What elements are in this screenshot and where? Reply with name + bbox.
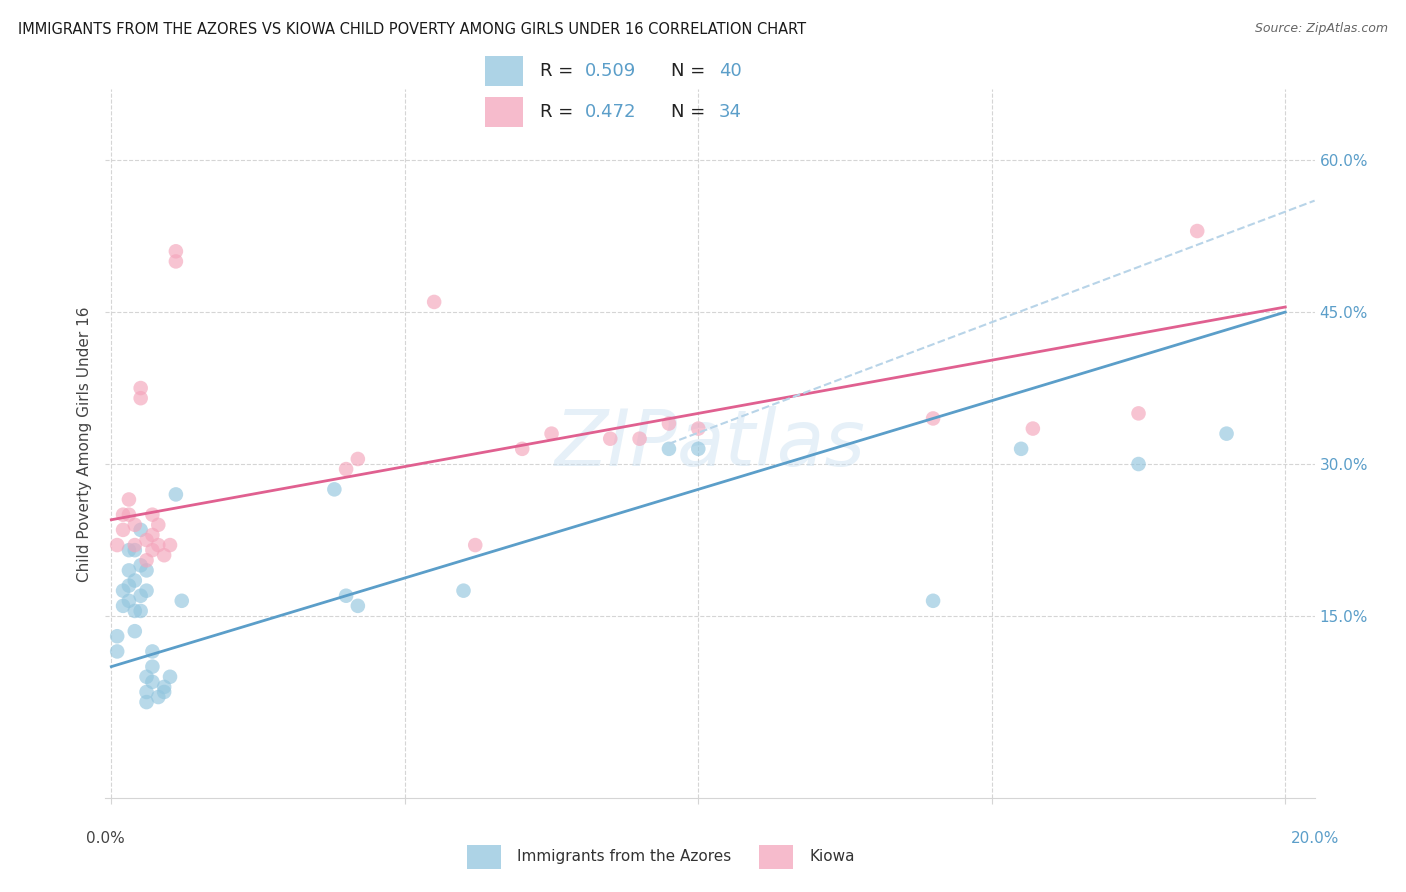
Point (628, 432, 651, 446)
Point (105, 644, 128, 658)
Point (1128, 406, 1150, 420)
Point (922, 594, 945, 608)
Point (153, 685, 176, 699)
Point (323, 483, 346, 497)
Point (141, 543, 163, 558)
Point (347, 599, 370, 613)
Point (118, 543, 141, 558)
Point (135, 553, 157, 567)
Point (129, 391, 152, 405)
Point (135, 583, 157, 598)
Text: Immigrants from the Azores: Immigrants from the Azores (517, 849, 731, 864)
Text: 0.472: 0.472 (585, 103, 636, 121)
Point (112, 599, 135, 613)
Text: Source: ZipAtlas.com: Source: ZipAtlas.com (1254, 22, 1388, 36)
Point (112, 523, 135, 537)
Point (453, 583, 475, 598)
Point (112, 508, 135, 522)
Point (118, 563, 141, 577)
Point (135, 563, 157, 577)
Point (658, 417, 681, 431)
Point (347, 452, 370, 467)
Point (141, 674, 163, 689)
Point (135, 685, 157, 699)
Point (148, 690, 170, 704)
Point (112, 583, 135, 598)
Point (1010, 442, 1032, 456)
Point (105, 538, 128, 552)
Point (510, 442, 533, 456)
Point (129, 604, 152, 618)
Point (165, 244, 187, 259)
Point (159, 670, 181, 684)
Point (124, 543, 146, 558)
Text: N =: N = (671, 62, 711, 79)
Text: Kiowa: Kiowa (810, 849, 855, 864)
Point (464, 538, 486, 552)
Point (124, 624, 146, 639)
Text: 34: 34 (718, 103, 742, 121)
Point (153, 548, 176, 562)
Point (124, 574, 146, 588)
Point (170, 594, 193, 608)
Point (1187, 224, 1209, 238)
Point (141, 644, 163, 658)
Point (129, 558, 152, 573)
Point (599, 432, 621, 446)
Point (118, 508, 141, 522)
Point (129, 381, 152, 395)
Text: 0.509: 0.509 (585, 62, 636, 79)
Point (118, 594, 141, 608)
Point (688, 442, 710, 456)
Point (148, 538, 170, 552)
Point (1215, 426, 1237, 441)
Point (335, 462, 357, 476)
Point (124, 604, 146, 618)
Bar (467, 845, 501, 869)
Point (335, 589, 357, 603)
Text: R =: R = (540, 62, 579, 79)
Text: N =: N = (671, 103, 711, 121)
Point (423, 294, 446, 310)
Bar (759, 845, 793, 869)
Text: 20.0%: 20.0% (1291, 831, 1339, 847)
Point (118, 492, 141, 507)
Point (105, 629, 128, 643)
Point (1022, 421, 1045, 435)
Point (135, 695, 157, 709)
Point (540, 426, 562, 441)
Point (165, 487, 187, 501)
Text: IMMIGRANTS FROM THE AZORES VS KIOWA CHILD POVERTY AMONG GIRLS UNDER 16 CORRELATI: IMMIGRANTS FROM THE AZORES VS KIOWA CHIL… (18, 22, 807, 37)
Point (165, 254, 187, 268)
Point (658, 442, 681, 456)
Point (688, 421, 710, 435)
Point (118, 579, 141, 593)
Y-axis label: Child Poverty Among Girls Under 16: Child Poverty Among Girls Under 16 (77, 306, 93, 582)
Text: 40: 40 (718, 62, 742, 79)
Point (129, 523, 152, 537)
Point (922, 411, 945, 425)
Text: ZIPatlas: ZIPatlas (554, 406, 866, 482)
Bar (485, 56, 523, 86)
Text: R =: R = (540, 103, 579, 121)
Point (135, 670, 157, 684)
Point (124, 538, 146, 552)
Point (124, 517, 146, 532)
Point (153, 680, 176, 694)
Point (141, 508, 163, 522)
Point (159, 538, 181, 552)
Point (1128, 457, 1150, 471)
Point (141, 659, 163, 673)
Point (135, 533, 157, 547)
Point (129, 589, 152, 603)
Bar (485, 97, 523, 127)
Point (141, 528, 163, 542)
Text: 0.0%: 0.0% (86, 831, 125, 847)
Point (148, 517, 170, 532)
